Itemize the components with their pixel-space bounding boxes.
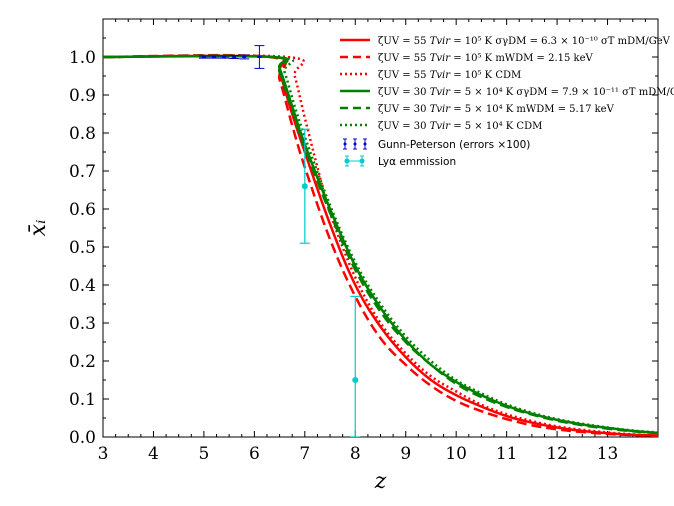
y-tick-label: 0.3: [69, 314, 96, 334]
legend-label-gunn-peterson: Gunn-Peterson (errors ×100): [378, 139, 530, 151]
series-line-6: [103, 54, 658, 434]
lya-point: [352, 377, 359, 383]
y-tick-label: 0.1: [69, 390, 96, 410]
legend-label-tvir: Tvir: [430, 70, 452, 81]
x-tick-label: 12: [546, 444, 568, 464]
legend-gp-dot: [343, 142, 347, 146]
y-tick-label: 0.9: [69, 86, 96, 106]
legend-label-zeta: ζUV = 55: [378, 36, 430, 47]
legend-label-zeta: ζUV = 30: [378, 87, 430, 98]
legend-label-lya: Lyα emmission: [378, 156, 456, 168]
y-tick-label: 0.6: [69, 200, 96, 220]
legend-label-5: ζUV = 30 Tvir = 5 × 10⁴ K mWDM = 5.17 ke…: [378, 104, 615, 115]
y-axis-label: x̄ᵢ: [26, 220, 51, 237]
series-line-5: [103, 54, 658, 435]
x-tick-label: 6: [249, 444, 260, 464]
x-tick-label: 11: [496, 444, 518, 464]
legend-label-tvir: Tvir: [430, 36, 452, 47]
series-line-2: [103, 53, 658, 437]
legend-label-rest: = 5 × 10⁴ K CDM: [450, 121, 542, 132]
legend-label-zeta: ζUV = 30: [378, 121, 430, 132]
legend-label-tvir: Tvir: [430, 53, 452, 64]
legend-gp-dot: [353, 142, 357, 146]
x-tick-label: 8: [350, 444, 361, 464]
x-tick-label: 13: [597, 444, 619, 464]
x-tick-label: 5: [198, 444, 209, 464]
x-axis-label: z: [374, 469, 387, 494]
plot-frame: [102, 18, 659, 438]
series-line-3: [103, 54, 658, 437]
legend-label-tvir: Tvir: [430, 121, 452, 132]
y-tick-label: 0.8: [69, 124, 96, 144]
lya-point: [301, 183, 308, 190]
legend-label-4: ζUV = 30 Tvir = 5 × 10⁴ K σγDM = 7.9 × 1…: [378, 87, 674, 98]
legend-gp-dot: [363, 142, 367, 146]
legend-label-rest: = 10⁵ K mWDM = 2.15 keV: [450, 53, 593, 64]
legend-label-1: ζUV = 55 Tvir = 10⁵ K σγDM = 6.3 × 10⁻¹⁰…: [378, 36, 671, 47]
y-tick-label: 0.4: [69, 276, 96, 296]
legend-label-rest: = 5 × 10⁴ K mWDM = 5.17 keV: [450, 104, 615, 115]
legend-label-2: ζUV = 55 Tvir = 10⁵ K mWDM = 2.15 keV: [378, 53, 594, 64]
legend-label-rest: = 10⁵ K CDM: [450, 70, 521, 81]
legend-label-tvir: Tvir: [430, 87, 452, 98]
y-tick-label: 0.2: [69, 352, 96, 372]
x-tick-label: 9: [400, 444, 411, 464]
legend-label-6: ζUV = 30 Tvir = 5 × 10⁴ K CDM: [378, 121, 542, 132]
x-tick-label: 3: [98, 444, 109, 464]
legend-label-rest: = 10⁵ K σγDM = 6.3 × 10⁻¹⁰ σT mDM/GeV: [450, 36, 671, 47]
y-tick-label: 0.5: [69, 238, 96, 258]
y-tick-label: 0.0: [69, 428, 96, 448]
legend-label-rest: = 5 × 10⁴ K σγDM = 7.9 × 10⁻¹¹ σT mDM/Ge…: [450, 87, 674, 98]
x-tick-label: 10: [445, 444, 467, 464]
x-tick-label: 7: [299, 444, 310, 464]
legend-label-zeta: ζUV = 30: [378, 104, 430, 115]
legend-label-zeta: ζUV = 55: [378, 53, 430, 64]
legend-label-3: ζUV = 55 Tvir = 10⁵ K CDM: [378, 70, 521, 81]
x-tick-label: 4: [148, 444, 159, 464]
legend-label-tvir: Tvir: [430, 104, 452, 115]
y-tick-label: 1.0: [69, 48, 96, 68]
y-tick-label: 0.7: [69, 162, 96, 182]
plot-area: [103, 45, 658, 437]
legend-label-zeta: ζUV = 55: [378, 70, 430, 81]
